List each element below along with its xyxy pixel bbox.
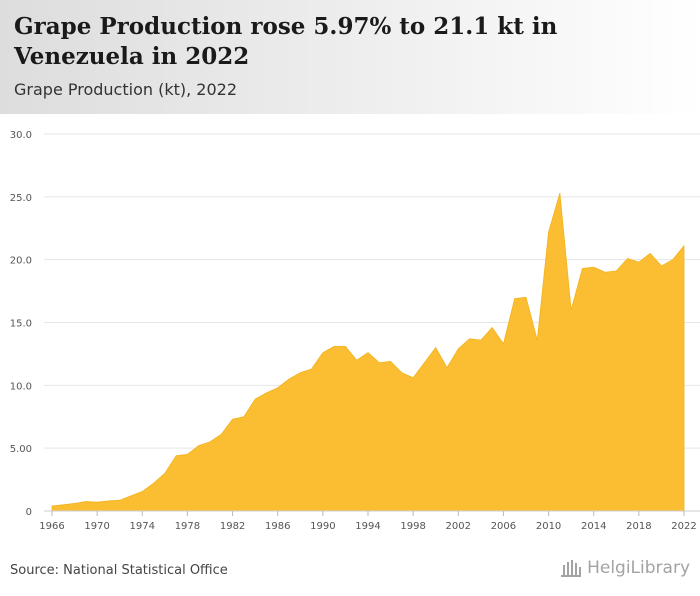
x-tick-label: 1994 [355, 521, 380, 532]
x-tick-label: 1970 [84, 521, 109, 532]
x-tick-label: 1990 [310, 521, 335, 532]
series-area [51, 192, 685, 512]
x-tick-label: 2022 [671, 521, 696, 532]
y-tick-label: 25.0 [10, 193, 32, 204]
x-tick-label: 1998 [400, 521, 425, 532]
chart-subtitle: Grape Production (kt), 2022 [14, 80, 237, 99]
x-tick-label: 2018 [626, 521, 651, 532]
brand-logo[interactable]: HelgiLibrary [560, 558, 690, 578]
page-title: Grape Production rose 5.97% to 21.1 kt i… [14, 13, 558, 70]
x-tick-label: 2010 [536, 521, 561, 532]
x-tick-label: 1982 [220, 521, 245, 532]
y-tick-label: 15.0 [10, 319, 32, 330]
x-tick-label: 1974 [130, 521, 155, 532]
x-tick-label: 2014 [581, 521, 606, 532]
y-axis: 0 5.00 10.0 15.0 20.0 25.0 30.0 [10, 130, 32, 518]
source-note: Source: National Statistical Office [10, 563, 228, 578]
y-tick-label: 30.0 [10, 130, 32, 141]
x-tick-label: 2006 [491, 521, 516, 532]
data-area [51, 192, 685, 512]
y-tick-label: 0 [26, 507, 32, 518]
header-banner: Grape Production rose 5.97% to 21.1 kt i… [0, 0, 700, 114]
y-tick-label: 5.00 [10, 444, 32, 455]
y-tick-label: 20.0 [10, 256, 32, 267]
x-tick-label: 1978 [175, 521, 200, 532]
x-tick-label: 1986 [265, 521, 290, 532]
y-tick-label: 10.0 [10, 381, 32, 392]
brand-name: HelgiLibrary [587, 558, 690, 578]
library-building-icon [561, 560, 582, 577]
x-tick-label: 1966 [39, 521, 64, 532]
x-tick-label: 2002 [446, 521, 471, 532]
x-axis: 1966 1970 1974 1978 1982 1986 1990 1994 1998 2002… [39, 510, 700, 532]
